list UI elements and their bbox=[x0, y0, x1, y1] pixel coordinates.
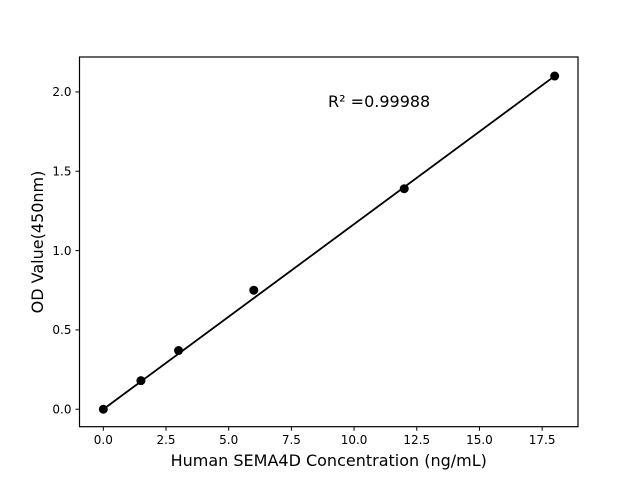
data-point bbox=[174, 346, 184, 356]
y-tick-label: 2.0 bbox=[52, 85, 71, 99]
x-tick-label: 0.0 bbox=[94, 433, 113, 447]
data-point bbox=[136, 376, 146, 386]
x-tick-label: 2.5 bbox=[156, 433, 175, 447]
y-axis-ticks: 0.0 0.5 1.0 1.5 2.0 bbox=[52, 85, 80, 416]
r-squared-annotation: R² =0.99988 bbox=[328, 92, 430, 111]
y-tick-label: 0.5 bbox=[52, 323, 71, 337]
y-tick-label: 1.5 bbox=[52, 164, 71, 178]
x-tick-label: 5.0 bbox=[219, 433, 238, 447]
data-point bbox=[249, 285, 259, 295]
x-axis-label: Human SEMA4D Concentration (ng/mL) bbox=[171, 451, 487, 470]
fit-line bbox=[102, 75, 556, 410]
x-axis-ticks: 0.0 2.5 5.0 7.5 10.0 12.5 15.0 17.5 bbox=[94, 426, 556, 447]
data-point bbox=[550, 71, 560, 81]
x-tick-label: 10.0 bbox=[341, 433, 368, 447]
data-point bbox=[98, 404, 108, 414]
y-axis-label: OD Value(450nm) bbox=[28, 171, 47, 314]
data-point bbox=[399, 184, 409, 194]
x-tick-label: 12.5 bbox=[403, 433, 430, 447]
y-tick-label: 0.0 bbox=[52, 402, 71, 416]
x-tick-label: 7.5 bbox=[282, 433, 301, 447]
plot-frame bbox=[78, 56, 579, 428]
series-group bbox=[98, 71, 560, 414]
x-tick-label: 15.0 bbox=[466, 433, 493, 447]
y-tick-label: 1.0 bbox=[52, 244, 71, 258]
x-tick-label: 17.5 bbox=[529, 433, 556, 447]
